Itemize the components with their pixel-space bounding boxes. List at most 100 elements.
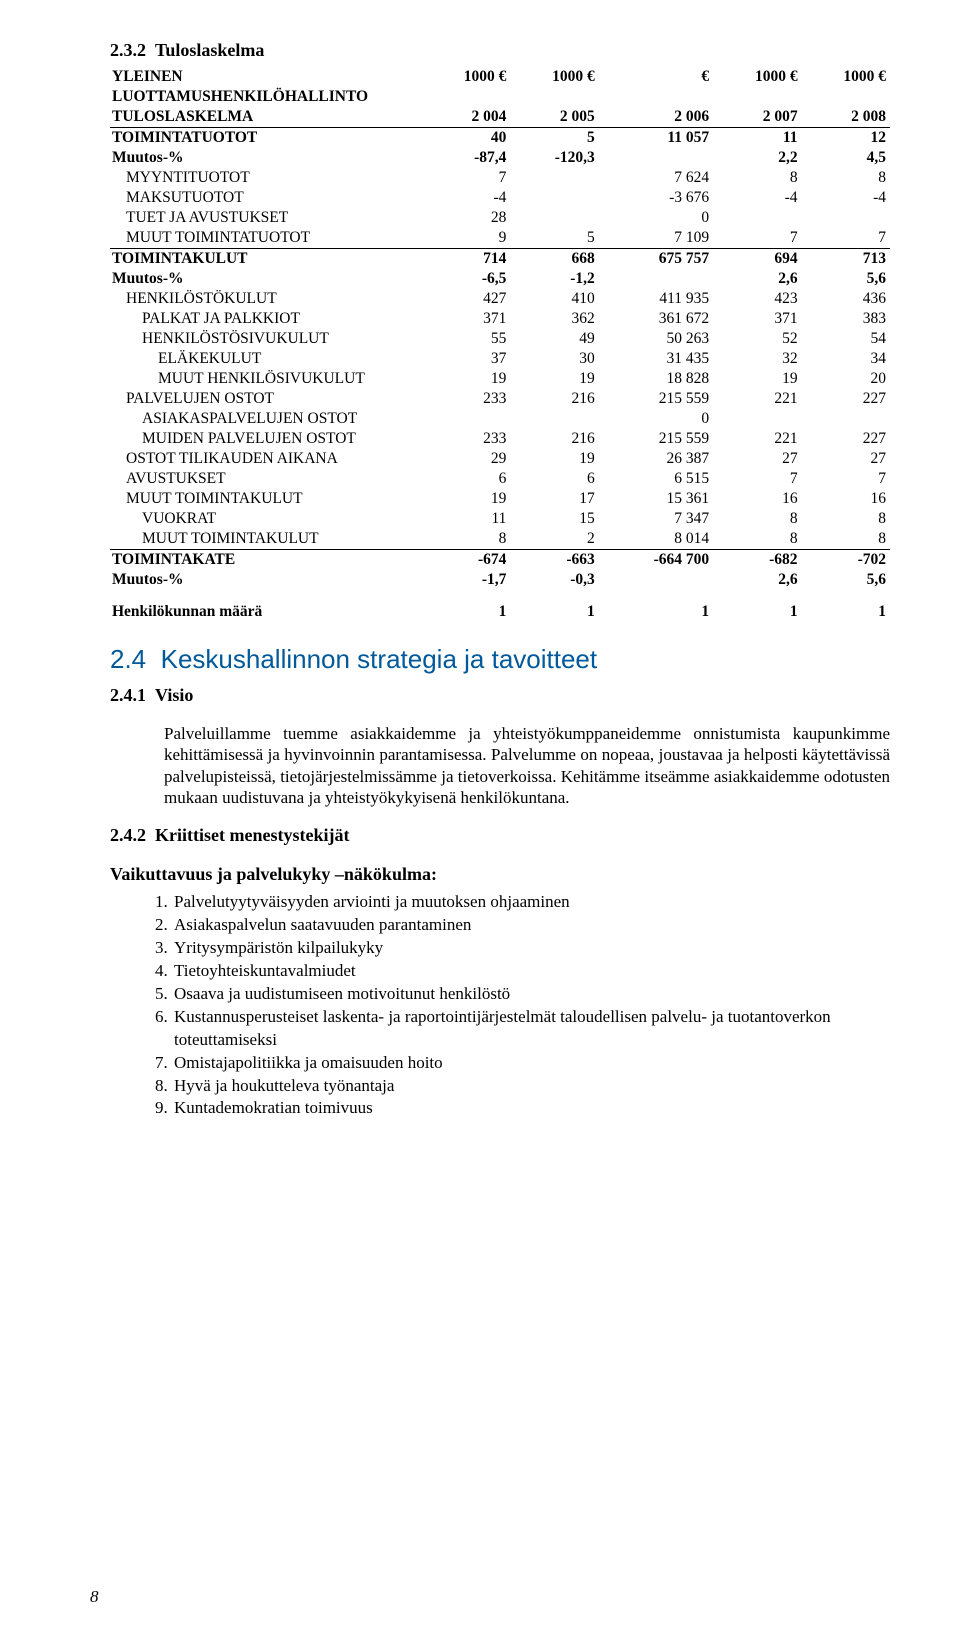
table-row: Henkilökunnan määrä11111 [110,602,890,622]
table-row: MUUT TOIMINTATUOTOT957 10977 [110,228,890,249]
row-label: HENKILÖSTÖSIVUKULUT [110,329,422,349]
row-value: 28 [422,208,510,228]
table-row: ELÄKEKULUT373031 4353234 [110,349,890,369]
row-value: -4 [713,188,801,208]
row-value: 11 [422,509,510,529]
row-value [422,409,510,429]
row-value: -1,2 [510,269,598,289]
list-heading: Vaikuttavuus ja palvelukyky –näkökulma: [110,864,890,885]
row-value: 27 [713,449,801,469]
row-value: 19 [422,369,510,389]
row-value: 5 [510,228,598,249]
year-col: 2 008 [802,107,890,128]
year-col: 2 004 [422,107,510,128]
row-value: 694 [713,249,801,270]
row-label: MUUT HENKILÖSIVUKULUT [110,369,422,389]
row-value: 16 [713,489,801,509]
table-row: Muutos-%-87,4-120,32,24,5 [110,148,890,168]
row-value: 19 [422,489,510,509]
row-value: 27 [802,449,890,469]
row-label: MYYNTITUOTOT [110,168,422,188]
table-title-1: YLEINEN [110,67,422,87]
row-value: 215 559 [599,389,713,409]
row-value [802,409,890,429]
row-value: 19 [510,369,598,389]
row-value: 436 [802,289,890,309]
row-value: 30 [510,349,598,369]
row-value: 215 559 [599,429,713,449]
row-value: 31 435 [599,349,713,369]
col-unit: 1000 € [802,67,890,87]
row-value: 7 [802,228,890,249]
row-value: 9 [422,228,510,249]
row-label: PALVELUJEN OSTOT [110,389,422,409]
row-value [713,409,801,429]
list-item: Osaava ja uudistumiseen motivoitunut hen… [172,983,890,1006]
strategy-heading: 2.4 Keskushallinnon strategia ja tavoitt… [110,644,890,675]
row-value: 18 828 [599,369,713,389]
row-value: 54 [802,329,890,349]
row-value: 5 [510,128,598,149]
table-row: MUUT TOIMINTAKULUT828 01488 [110,529,890,550]
table-row: AVUSTUKSET666 51577 [110,469,890,489]
list-item: Yritysympäristön kilpailukyky [172,937,890,960]
row-value: 19 [713,369,801,389]
row-value: 8 014 [599,529,713,550]
row-value: 8 [713,509,801,529]
table-row: MUUT TOIMINTAKULUT191715 3611616 [110,489,890,509]
row-label: MUIDEN PALVELUJEN OSTOT [110,429,422,449]
table-row: HENKILÖSTÖKULUT427410411 935423436 [110,289,890,309]
row-label: TOIMINTAKULUT [110,249,422,270]
table-row: MAKSUTUOTOT-4-3 676-4-4 [110,188,890,208]
row-value: 1 [422,602,510,622]
row-value: 7 [422,168,510,188]
row-value [599,148,713,168]
row-value: 7 624 [599,168,713,188]
year-col: 2 006 [599,107,713,128]
row-value: -0,3 [510,570,598,590]
row-value: 40 [422,128,510,149]
table-row: Muutos-%-1,7-0,32,65,6 [110,570,890,590]
row-value: 5,6 [802,570,890,590]
row-value: 8 [802,168,890,188]
row-value: 233 [422,429,510,449]
row-label: MUUT TOIMINTAKULUT [110,489,422,509]
row-value: 1 [713,602,801,622]
col-unit: 1000 € [713,67,801,87]
row-value: 34 [802,349,890,369]
strategy-num: 2.4 [110,644,146,674]
strategy-title: Keskushallinnon strategia ja tavoitteet [161,644,598,674]
table-row: Muutos-%-6,5-1,22,65,6 [110,269,890,289]
table-header-row: TULOSLASKELMA 2 004 2 005 2 006 2 007 2 … [110,107,890,128]
row-value: 15 361 [599,489,713,509]
table-row: ASIAKASPALVELUJEN OSTOT0 [110,409,890,429]
row-value: 6 [510,469,598,489]
list-item: Hyvä ja houkutteleva työnantaja [172,1075,890,1098]
col-unit: 1000 € [510,67,598,87]
row-value: 233 [422,389,510,409]
row-value: 7 109 [599,228,713,249]
row-value: 371 [713,309,801,329]
row-value: 37 [422,349,510,369]
row-value: 1 [802,602,890,622]
row-value: 20 [802,369,890,389]
table-title-row-2: LUOTTAMUSHENKILÖHALLINTO [110,87,890,107]
table-row: TOIMINTAKULUT714668675 757694713 [110,249,890,270]
row-value [599,570,713,590]
row-value: 49 [510,329,598,349]
row-value: 8 [713,529,801,550]
col-unit: 1000 € [422,67,510,87]
year-col: 2 007 [713,107,801,128]
row-value [713,208,801,228]
row-label: TUET JA AVUSTUKSET [110,208,422,228]
document-page: 2.3.2 Tuloslaskelma YLEINEN 1000 € 1000 … [0,0,960,1631]
row-value: 15 [510,509,598,529]
row-value: 11 [713,128,801,149]
list-item: Asiakaspalvelun saatavuuden parantaminen [172,914,890,937]
row-value: -6,5 [422,269,510,289]
row-value: -664 700 [599,550,713,571]
row-value: 371 [422,309,510,329]
list-item: Kustannusperusteiset laskenta- ja raport… [172,1006,890,1052]
row-value: 52 [713,329,801,349]
row-value: 2,2 [713,148,801,168]
